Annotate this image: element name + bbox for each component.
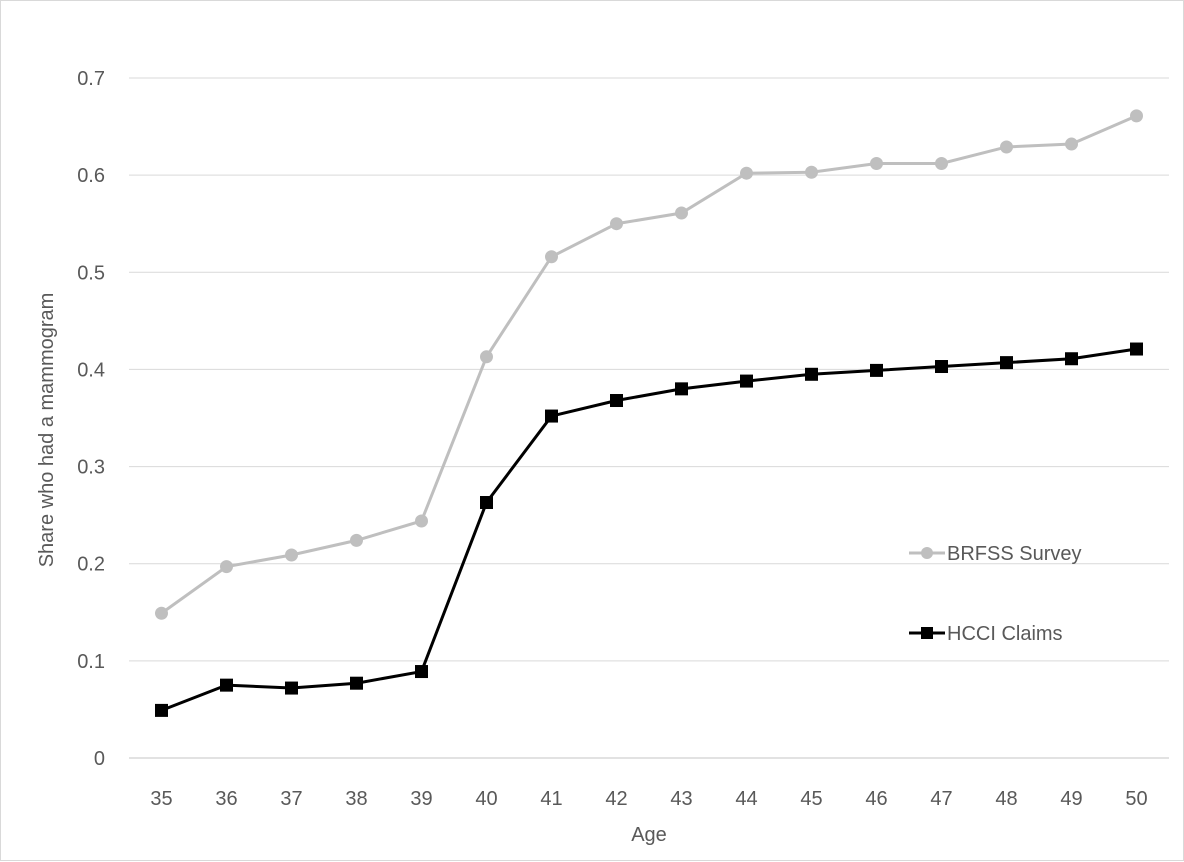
x-tick-label: 39	[410, 788, 432, 810]
data-point	[1065, 137, 1078, 151]
x-tick-label: 47	[930, 788, 952, 810]
y-tick-labels: 0 0.1 0.2 0.3 0.4 0.5 0.6 0.7	[77, 68, 105, 770]
data-point	[220, 560, 233, 574]
data-point	[350, 533, 363, 547]
x-axis-title: Age	[631, 824, 667, 846]
data-point	[1000, 140, 1013, 154]
data-point	[350, 676, 363, 690]
data-point	[675, 382, 688, 396]
x-tick-label: 41	[540, 788, 562, 810]
legend-marker	[921, 627, 933, 639]
series-brfss-survey	[155, 109, 1143, 620]
y-tick-label: 0	[94, 748, 105, 770]
legend-entry: BRFSS Survey	[909, 543, 1081, 565]
y-tick-label: 0.7	[77, 68, 105, 90]
y-tick-label: 0.2	[77, 554, 105, 576]
data-point	[220, 678, 233, 692]
y-axis-title: Share who had a mammogram	[36, 293, 58, 568]
data-point	[870, 156, 883, 170]
data-point	[740, 374, 753, 388]
data-point	[415, 665, 428, 679]
x-tick-label: 36	[215, 788, 237, 810]
series-hcci-claims	[155, 342, 1143, 717]
x-tick-label: 46	[865, 788, 887, 810]
gridlines	[129, 77, 1169, 662]
data-point	[155, 703, 168, 717]
data-point	[545, 409, 558, 423]
x-tick-label: 42	[605, 788, 627, 810]
x-tick-label: 35	[150, 788, 172, 810]
legend-label: HCCI Claims	[947, 623, 1063, 645]
series-line	[160, 347, 1137, 712]
data-point	[415, 514, 428, 528]
legend-entry: HCCI Claims	[909, 623, 1063, 645]
x-tick-label: 50	[1125, 788, 1147, 810]
x-tick-label: 45	[800, 788, 822, 810]
data-point	[740, 166, 753, 180]
data-point	[545, 250, 558, 264]
data-point	[805, 165, 818, 179]
data-point	[935, 360, 948, 374]
x-tick-labels: 35 36 37 38 39 40 41 42 43 44 45 46 47 48 49 50	[150, 788, 1147, 810]
legend-label: BRFSS Survey	[947, 543, 1081, 565]
data-point	[1000, 356, 1013, 370]
x-tick-label: 44	[735, 788, 757, 810]
data-point	[675, 206, 688, 220]
data-point	[610, 394, 623, 408]
x-tick-label: 48	[995, 788, 1017, 810]
legend: BRFSS Survey HCCI Claims	[909, 543, 1081, 645]
x-tick-label: 43	[670, 788, 692, 810]
data-point	[480, 350, 493, 364]
y-tick-label: 0.4	[77, 359, 105, 381]
data-point	[1130, 109, 1143, 123]
y-tick-label: 0.6	[77, 165, 105, 187]
data-point	[155, 606, 168, 620]
y-tick-label: 0.1	[77, 651, 105, 673]
data-point	[805, 367, 818, 381]
x-tick-label: 38	[345, 788, 367, 810]
data-point	[610, 217, 623, 231]
y-tick-label: 0.3	[77, 457, 105, 479]
x-tick-label: 40	[475, 788, 497, 810]
data-point	[480, 496, 493, 510]
series-group	[155, 109, 1143, 717]
data-point	[1065, 352, 1078, 366]
x-tick-label: 37	[280, 788, 302, 810]
legend-marker	[921, 547, 933, 559]
y-tick-label: 0.5	[77, 262, 105, 284]
data-point	[870, 363, 883, 377]
data-point	[1130, 342, 1143, 356]
data-point	[285, 681, 298, 695]
series-line	[160, 114, 1138, 615]
data-point	[935, 156, 948, 170]
data-point	[285, 548, 298, 562]
x-tick-label: 49	[1060, 788, 1082, 810]
